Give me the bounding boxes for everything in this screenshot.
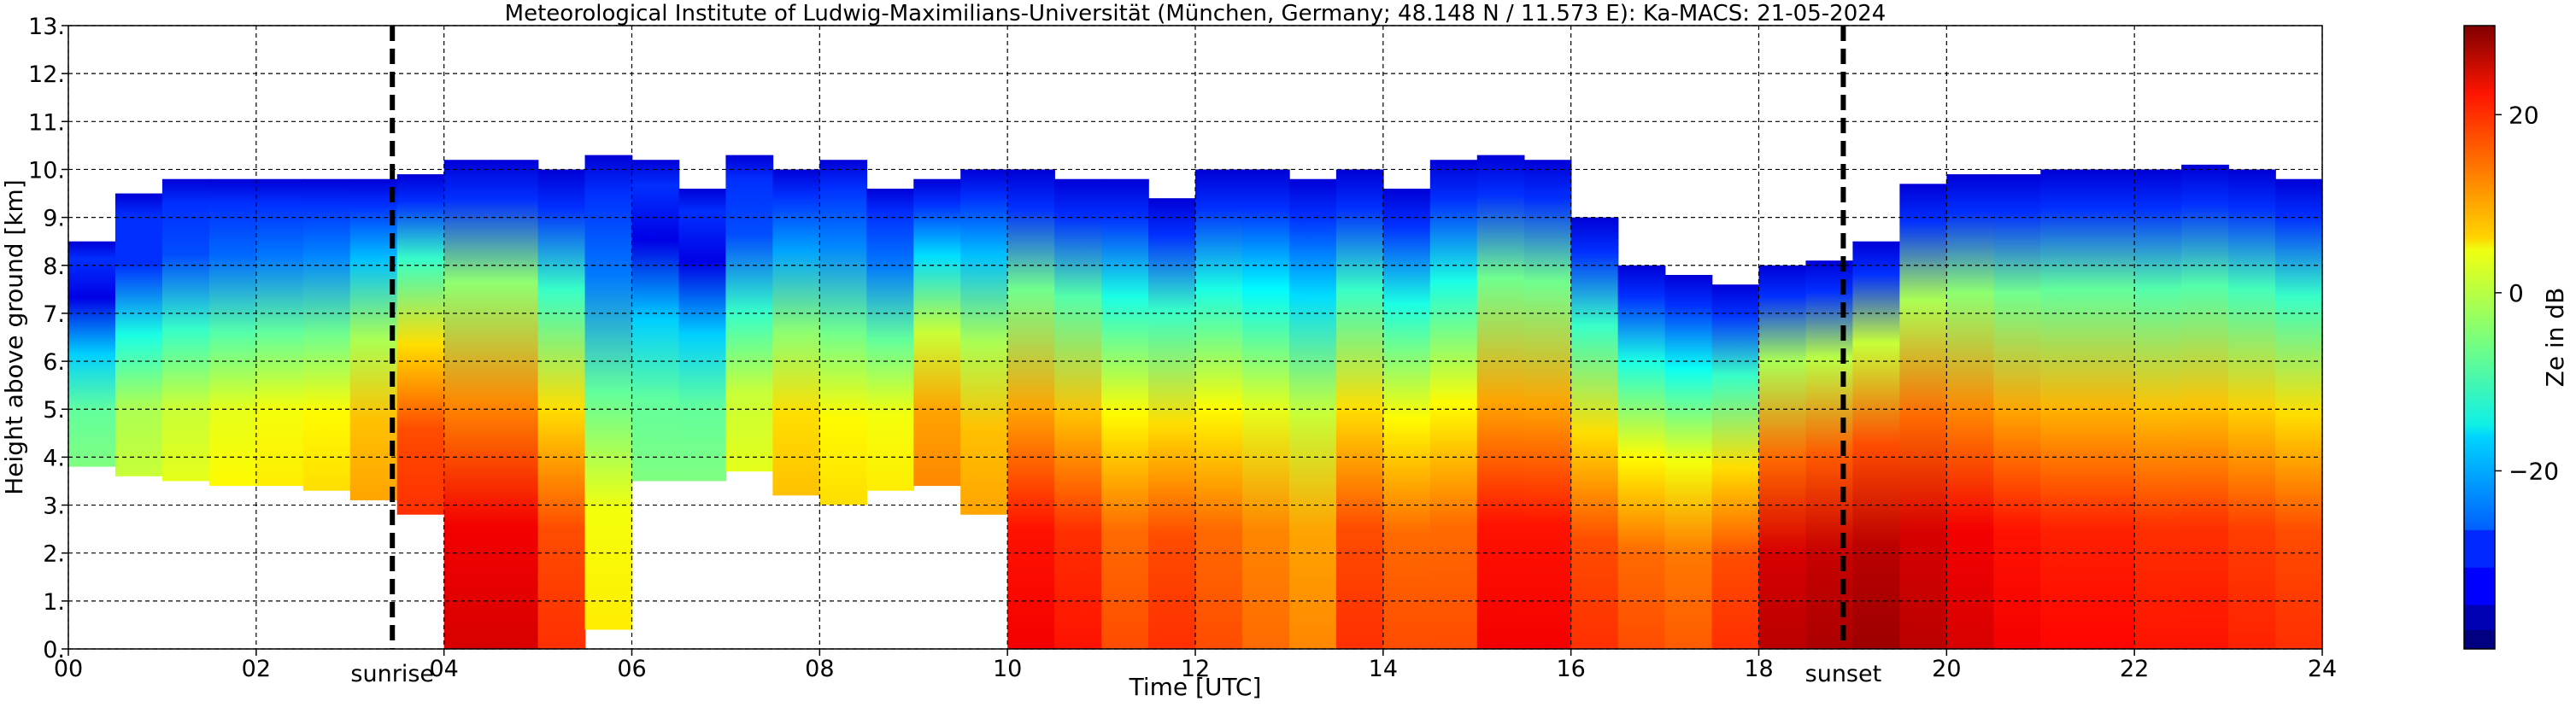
echo-column (1382, 188, 1431, 649)
echo-column (1805, 260, 1854, 649)
y-tick-label: 11. (28, 109, 65, 136)
radar-echo-heatmap (68, 155, 2322, 649)
x-tick-label: 12 (1181, 656, 1210, 682)
echo-column (68, 241, 116, 467)
colorbar-tick-label: −20 (2509, 457, 2559, 485)
echo-column (772, 169, 821, 496)
echo-column (2275, 178, 2322, 649)
echo-column (302, 178, 351, 491)
colorbar-tick-label: 0 (2509, 279, 2524, 307)
echo-column (443, 160, 492, 649)
echo-column (1241, 169, 1290, 649)
echo-column (1711, 284, 1760, 649)
sunrise-label: sunrise (350, 661, 434, 687)
echo-column (678, 188, 727, 482)
chart-title: Meteorological Institute of Ludwig-Maxim… (505, 1, 1887, 26)
echo-column (1195, 169, 1243, 649)
colorbar-label: Ze in dB (2541, 288, 2569, 388)
x-tick-label: 10 (993, 656, 1022, 682)
colorbar: −20 0 20 Ze in dB (2463, 25, 2569, 650)
echo-column (584, 155, 633, 630)
echo-column (1523, 160, 1572, 649)
x-tick-label: 06 (617, 656, 646, 682)
y-tick-label: 0. (43, 637, 65, 663)
x-tick-label: 22 (2120, 656, 2149, 682)
echo-column (255, 178, 304, 487)
x-tick-label: 24 (2308, 656, 2337, 682)
echo-column (1664, 275, 1713, 649)
echo-column (1054, 178, 1102, 649)
echo-column (2087, 169, 2135, 649)
colorbar-scale (2463, 25, 2496, 650)
y-tick-label: 7. (43, 301, 65, 328)
echo-column (866, 188, 915, 491)
echo-column (114, 193, 163, 476)
x-tick-label: 08 (805, 656, 834, 682)
x-tick-label: 04 (429, 656, 458, 682)
y-tick-label: 3. (43, 494, 65, 520)
echo-column (396, 174, 445, 515)
echo-column (1570, 217, 1619, 649)
x-tick-label: 16 (1556, 656, 1585, 682)
y-axis-ticks: 0. 1. 2. 3. 4. 5. 6. 7. 8. 9. 10. 11. 12. 13. (28, 14, 68, 663)
y-tick-label: 9. (43, 206, 65, 232)
echo-column (1429, 160, 1478, 649)
colorbar-ticks: −20 0 20 (2495, 101, 2559, 485)
y-axis-label: Height above ground [km] (0, 179, 28, 495)
echo-column (1899, 184, 1948, 649)
echo-column (819, 160, 868, 505)
x-tick-label: 20 (1932, 656, 1961, 682)
echo-column (161, 178, 210, 482)
y-tick-label: 8. (43, 254, 65, 280)
echo-column (1288, 178, 1337, 649)
y-tick-label: 10. (28, 157, 65, 184)
echo-column (1946, 174, 1995, 649)
echo-column (1101, 178, 1149, 649)
echo-column (1993, 174, 2042, 649)
y-tick-label: 6. (43, 349, 65, 376)
y-tick-label: 2. (43, 541, 65, 568)
y-tick-label: 5. (43, 397, 65, 424)
colorbar-tick-label: 20 (2509, 101, 2539, 129)
x-tick-label: 02 (242, 656, 271, 682)
x-axis-ticks: 00 02 04 06 08 10 12 14 16 18 20 22 24 (54, 649, 2337, 682)
echo-column (490, 160, 539, 649)
echo-column (2134, 169, 2182, 649)
x-tick-label: 14 (1369, 656, 1398, 682)
echo-column (1758, 265, 1807, 649)
x-tick-label: 00 (54, 656, 83, 682)
y-tick-label: 13. (28, 14, 65, 40)
x-axis-label: Time [UTC] (1129, 673, 1262, 701)
echo-column (913, 178, 962, 487)
echo-column (1148, 198, 1196, 649)
echo-column (1852, 241, 1901, 649)
echo-column (631, 160, 680, 482)
y-tick-label: 1. (43, 589, 65, 616)
echo-column (960, 169, 1008, 515)
y-tick-label: 4. (43, 445, 65, 471)
x-tick-label: 18 (1744, 656, 1773, 682)
echo-column (208, 178, 257, 487)
y-tick-label: 12. (28, 61, 65, 88)
echo-column (1476, 155, 1525, 649)
sun-event-lines: sunrise sunset (350, 26, 1881, 687)
echo-column (2181, 164, 2229, 649)
sunset-label: sunset (1805, 661, 1882, 687)
